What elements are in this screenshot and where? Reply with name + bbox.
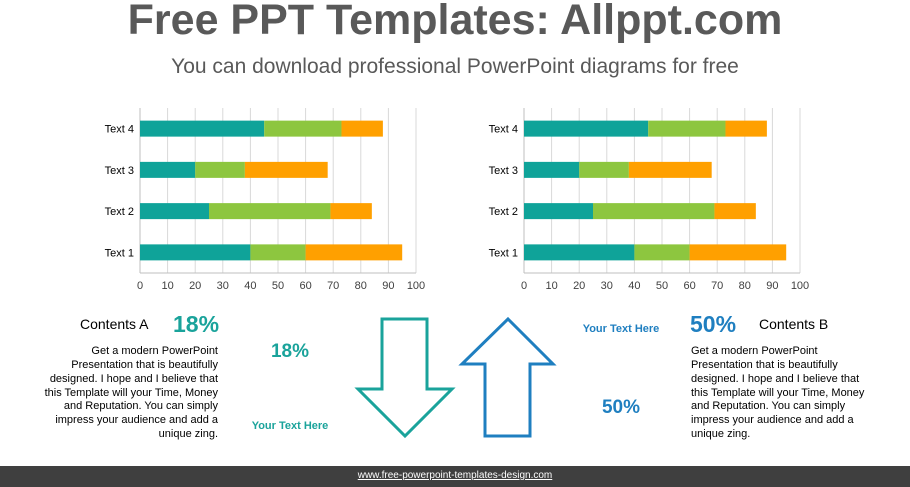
x-tick-label: 80: [739, 280, 751, 292]
y-category-label: Text 4: [105, 124, 134, 136]
contents-a-line: and Reputation. You can simply: [64, 400, 219, 412]
contents-b-heading: Contents B: [759, 316, 828, 332]
bar-segment: [264, 120, 342, 137]
page-title: Free PPT Templates: Allppt.com: [127, 0, 783, 44]
bar-segment: [634, 244, 690, 261]
bar-segment: [140, 244, 251, 261]
up-arrow-percent: 50%: [602, 397, 640, 418]
bar-segment: [140, 203, 209, 220]
x-tick-label: 50: [656, 280, 668, 292]
bar-segment: [341, 120, 383, 137]
contents-a-line: designed. I hope and I believe that: [50, 373, 218, 385]
up-arrow-label: Your Text Here: [583, 323, 660, 335]
page-subtitle: You can download professional PowerPoint…: [171, 55, 739, 78]
bar-segment: [330, 203, 372, 220]
bar-segment: [195, 161, 245, 178]
bar-chart-right: 0 10 20 30 40 50 60 70 80 90 100 Text 1 Text 2 Text 3…: [489, 108, 809, 292]
contents-a-line: unique zing.: [159, 428, 218, 440]
contents-a-line: this Template will your Time, Money: [45, 387, 219, 399]
x-tick-label: 40: [628, 280, 640, 292]
bar-segment: [689, 244, 787, 261]
x-tick-label: 20: [573, 280, 585, 292]
x-tick-label: 100: [791, 280, 809, 292]
x-tick-label: 60: [299, 280, 311, 292]
bar-segment: [250, 244, 306, 261]
footer-link[interactable]: www.free-powerpoint-templates-design.com: [357, 470, 553, 481]
x-tick-label: 30: [601, 280, 613, 292]
bar-segment: [628, 161, 712, 178]
x-tick-label: 0: [521, 280, 527, 292]
contents-b-line: and Reputation. You can simply: [691, 400, 846, 412]
bar-segment: [140, 120, 265, 137]
x-tick-label: 60: [683, 280, 695, 292]
contents-a-heading: Contents A: [80, 316, 149, 332]
contents-a-percent: 18%: [173, 311, 219, 337]
x-tick-label: 70: [327, 280, 339, 292]
x-tick-label: 50: [272, 280, 284, 292]
x-tick-label: 10: [161, 280, 173, 292]
bar-segment: [648, 120, 726, 137]
bar-segment: [714, 203, 756, 220]
x-tick-label: 40: [244, 280, 256, 292]
y-category-label: Text 2: [489, 206, 518, 218]
y-category-label: Text 4: [489, 124, 518, 136]
y-category-label: Text 1: [105, 247, 134, 259]
down-arrow-percent: 18%: [271, 341, 309, 362]
y-category-label: Text 3: [489, 165, 518, 177]
y-category-label: Text 2: [105, 206, 134, 218]
x-tick-label: 10: [545, 280, 557, 292]
bar-segment: [725, 120, 767, 137]
x-tick-label: 80: [355, 280, 367, 292]
bar-segment: [244, 161, 328, 178]
x-tick-label: 0: [137, 280, 143, 292]
contents-b-line: impress your audience and add a: [691, 414, 855, 426]
contents-b-line: this Template will your Time, Money: [691, 387, 865, 399]
bar-segment: [140, 161, 196, 178]
x-tick-label: 20: [189, 280, 201, 292]
bar-segment: [209, 203, 331, 220]
down-arrow-label: Your Text Here: [252, 420, 329, 432]
bar-segment: [305, 244, 403, 261]
up-arrow-icon: [458, 316, 557, 438]
bar-segment: [593, 203, 715, 220]
contents-a-line: Get a modern PowerPoint: [91, 345, 218, 357]
bar-segment: [524, 120, 649, 137]
y-category-label: Text 3: [105, 165, 134, 177]
bar-segment: [524, 203, 593, 220]
y-category-label: Text 1: [489, 247, 518, 259]
x-tick-label: 90: [382, 280, 394, 292]
x-tick-label: 90: [766, 280, 778, 292]
contents-b-line: Presentation that is beautifully: [691, 359, 838, 371]
contents-b-percent: 50%: [690, 311, 736, 337]
footer-bar: [0, 466, 910, 487]
contents-b-body: Get a modern PowerPoint Presentation tha…: [691, 345, 865, 440]
contents-a-line: Presentation that is beautifully: [71, 359, 218, 371]
contents-a-line: impress your audience and add a: [55, 414, 219, 426]
contents-b-line: Get a modern PowerPoint: [691, 345, 818, 357]
x-tick-label: 100: [407, 280, 425, 292]
contents-a-body: Get a modern PowerPoint Presentation tha…: [45, 345, 219, 440]
bar-segment: [524, 161, 580, 178]
contents-b-line: unique zing.: [691, 428, 750, 440]
x-tick-label: 70: [711, 280, 723, 292]
bar-segment: [524, 244, 635, 261]
bar-chart-left: 0 10 20 30 40 50 60 70 80 90 100 Text 1 Text 2 Text 3…: [105, 108, 425, 292]
down-arrow-icon: [354, 317, 456, 439]
contents-b-line: designed. I hope and I believe that: [691, 373, 859, 385]
bar-segment: [579, 161, 629, 178]
x-tick-label: 30: [217, 280, 229, 292]
